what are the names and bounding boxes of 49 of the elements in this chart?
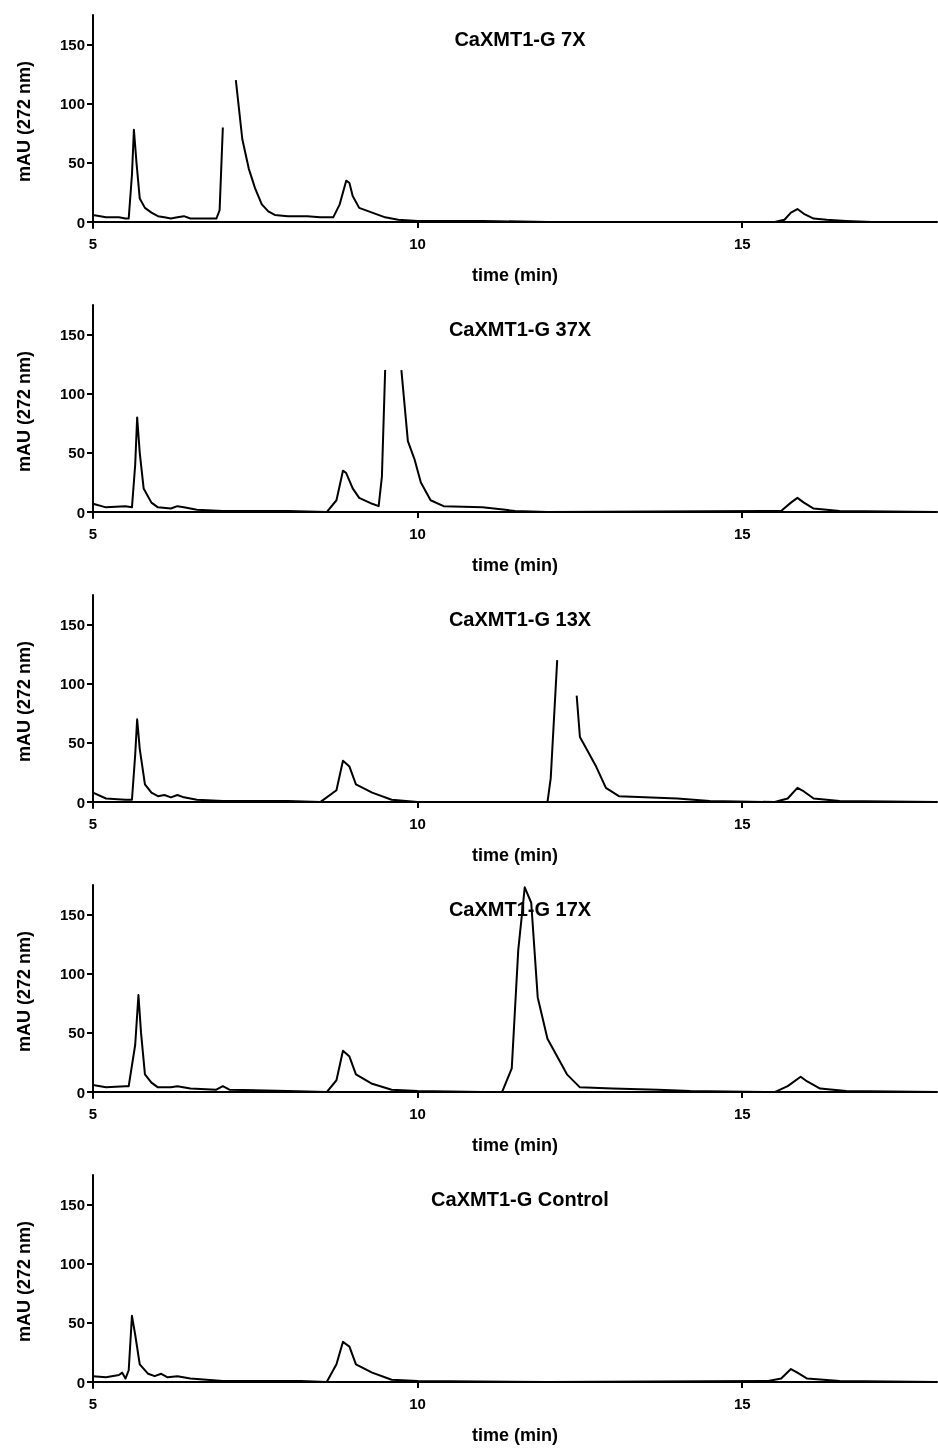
x-tick-label: 5 bbox=[88, 1105, 98, 1122]
x-tick-label: 15 bbox=[733, 525, 751, 542]
y-tick-label: 0 bbox=[76, 503, 85, 521]
y-tick-label: 100 bbox=[59, 675, 85, 693]
x-tick-label: 15 bbox=[733, 815, 751, 832]
x-tick-label: 10 bbox=[409, 235, 426, 252]
y-tick-label: 50 bbox=[68, 734, 85, 752]
x-tick-label: 15 bbox=[733, 1395, 751, 1412]
x-tick-label: 10 bbox=[409, 815, 426, 832]
x-tick-label: 5 bbox=[88, 1395, 98, 1412]
x-tick-label: 5 bbox=[88, 815, 98, 832]
x-tick-label: 10 bbox=[409, 525, 426, 542]
y-tick-label: 50 bbox=[68, 1314, 85, 1332]
text: CaXMT1-G 7X bbox=[454, 28, 587, 50]
y-tick-label: 150 bbox=[59, 326, 85, 344]
y-tick-label: 0 bbox=[76, 793, 85, 811]
x-axis-title: time (min) bbox=[471, 265, 559, 285]
text: CaXMT1-G 37X bbox=[448, 318, 592, 340]
x-axis-title: time (min) bbox=[471, 1425, 559, 1445]
y-axis-title: mAU (272 nm) bbox=[14, 1220, 34, 1343]
y-axis-title: mAU (272 nm) bbox=[14, 60, 34, 183]
y-tick-label: 50 bbox=[68, 154, 85, 172]
y-tick-label: 150 bbox=[59, 616, 85, 634]
text: CaXMT1-G 13X bbox=[448, 608, 592, 630]
y-tick-label: 100 bbox=[59, 385, 85, 403]
y-tick-label: 150 bbox=[59, 36, 85, 54]
x-tick-label: 15 bbox=[733, 1105, 751, 1122]
x-tick-label: 10 bbox=[409, 1395, 426, 1412]
y-tick-label: 0 bbox=[76, 1373, 85, 1391]
x-tick-label: 5 bbox=[88, 235, 98, 252]
y-tick-label: 0 bbox=[76, 1083, 85, 1101]
text: CaXMT1-G Control bbox=[431, 1188, 609, 1210]
x-tick-label: 15 bbox=[733, 235, 751, 252]
y-axis-title: mAU (272 nm) bbox=[14, 930, 34, 1053]
x-tick-label: 5 bbox=[88, 525, 98, 542]
y-axis-title: mAU (272 nm) bbox=[14, 640, 34, 763]
x-axis-title: time (min) bbox=[471, 845, 559, 865]
y-tick-label: 100 bbox=[59, 965, 85, 983]
y-tick-label: 100 bbox=[59, 95, 85, 113]
x-axis-title: time (min) bbox=[471, 555, 559, 575]
x-axis-title: time (min) bbox=[471, 1135, 559, 1155]
y-tick-label: 150 bbox=[59, 906, 85, 924]
y-tick-label: 50 bbox=[68, 1024, 85, 1042]
y-tick-label: 0 bbox=[76, 213, 85, 231]
y-axis-title: mAU (272 nm) bbox=[14, 350, 34, 473]
y-tick-label: 50 bbox=[68, 444, 85, 462]
y-tick-label: 100 bbox=[59, 1255, 85, 1273]
y-tick-label: 150 bbox=[59, 1196, 85, 1214]
x-tick-label: 10 bbox=[409, 1105, 426, 1122]
